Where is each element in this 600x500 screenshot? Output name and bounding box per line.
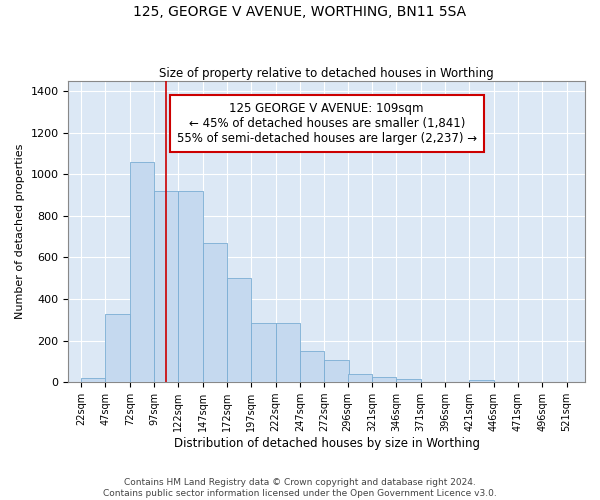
Text: 125 GEORGE V AVENUE: 109sqm
← 45% of detached houses are smaller (1,841)
55% of : 125 GEORGE V AVENUE: 109sqm ← 45% of det… <box>176 102 477 145</box>
Bar <box>347 374 372 382</box>
Bar <box>178 191 203 382</box>
Bar <box>372 377 396 382</box>
Bar <box>251 323 275 382</box>
Text: Contains HM Land Registry data © Crown copyright and database right 2024.
Contai: Contains HM Land Registry data © Crown c… <box>103 478 497 498</box>
Title: Size of property relative to detached houses in Worthing: Size of property relative to detached ho… <box>160 66 494 80</box>
Bar <box>106 314 130 382</box>
Text: 125, GEORGE V AVENUE, WORTHING, BN11 5SA: 125, GEORGE V AVENUE, WORTHING, BN11 5SA <box>133 5 467 19</box>
Bar <box>130 162 154 382</box>
Bar <box>324 360 349 382</box>
Bar <box>396 379 421 382</box>
Bar <box>227 278 251 382</box>
Bar <box>275 323 300 382</box>
Bar <box>300 351 324 382</box>
Bar <box>203 243 227 382</box>
Bar <box>469 380 494 382</box>
Bar <box>81 378 106 382</box>
Y-axis label: Number of detached properties: Number of detached properties <box>15 144 25 319</box>
X-axis label: Distribution of detached houses by size in Worthing: Distribution of detached houses by size … <box>174 437 480 450</box>
Bar <box>154 191 178 382</box>
